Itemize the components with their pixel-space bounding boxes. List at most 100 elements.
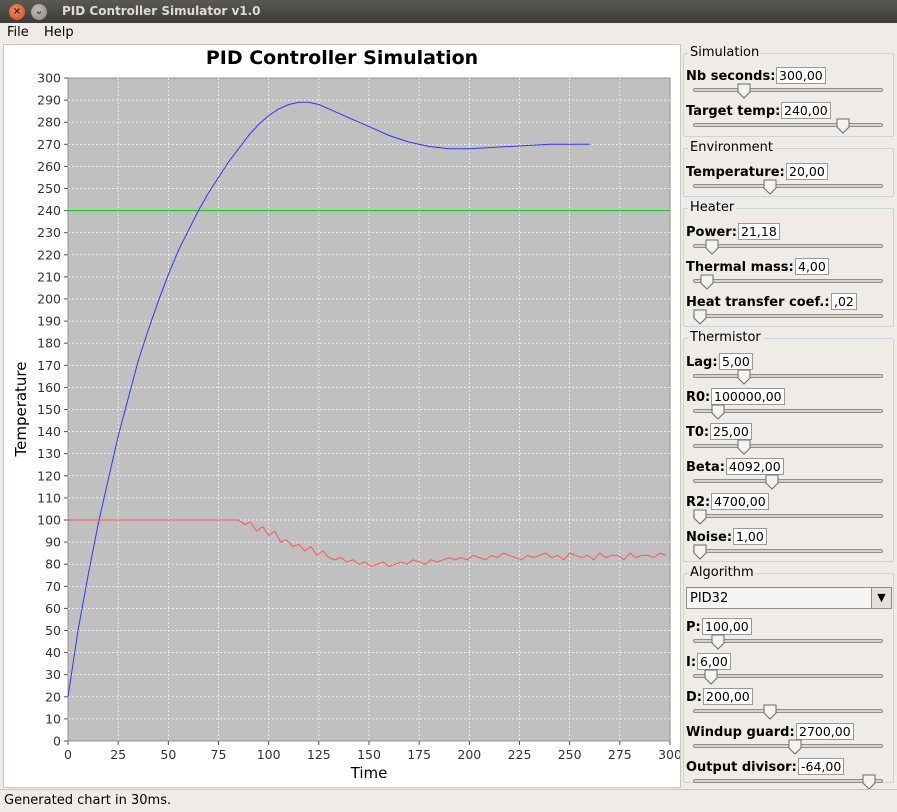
slider-track[interactable] xyxy=(693,123,883,127)
param-row: Thermal mass: 4,00 xyxy=(686,257,892,292)
slider-track[interactable] xyxy=(693,549,883,553)
param-value-field[interactable]: 4700,00 xyxy=(711,493,769,510)
param-value-field[interactable]: 4,00 xyxy=(795,258,829,275)
slider-thumb[interactable] xyxy=(737,369,751,385)
param-value-field[interactable]: 5,00 xyxy=(719,353,753,370)
y-tick-label: 270 xyxy=(37,137,61,152)
param-label: I: xyxy=(686,655,697,670)
param-label: Power: xyxy=(686,225,737,240)
slider-track[interactable] xyxy=(693,314,883,318)
x-tick-label: 175 xyxy=(407,747,431,762)
slider-track[interactable] xyxy=(693,444,883,448)
y-tick-label: 50 xyxy=(45,623,61,638)
slider-thumb[interactable] xyxy=(862,774,876,790)
param-row: Target temp: 240,00 xyxy=(686,101,892,136)
y-tick-label: 110 xyxy=(37,490,61,505)
slider-track[interactable] xyxy=(693,639,883,643)
slider-thumb[interactable] xyxy=(705,239,719,255)
y-tick-label: 0 xyxy=(53,734,61,749)
slider-track[interactable] xyxy=(693,184,883,188)
slider-track[interactable] xyxy=(693,514,883,518)
x-tick-label: 0 xyxy=(64,747,72,762)
slider-track[interactable] xyxy=(693,409,883,413)
close-icon[interactable]: × xyxy=(9,4,25,20)
slider-track[interactable] xyxy=(693,88,883,92)
param-label: Target temp: xyxy=(686,104,781,119)
param-row: R2: 4700,00 xyxy=(686,492,892,527)
slider-track[interactable] xyxy=(693,244,883,248)
chevron-down-icon[interactable]: ▼ xyxy=(871,588,891,608)
slider-track[interactable] xyxy=(693,674,883,678)
param-value-field[interactable]: 4092,00 xyxy=(726,458,784,475)
series-line xyxy=(68,519,667,567)
param-value-field[interactable]: ,02 xyxy=(831,293,857,310)
param-value-field[interactable]: 240,00 xyxy=(781,102,831,119)
slider-thumb[interactable] xyxy=(693,544,707,560)
y-tick-label: 10 xyxy=(45,711,61,726)
y-tick-label: 180 xyxy=(37,336,61,351)
slider-track[interactable] xyxy=(693,479,883,483)
chart-panel: PID Controller Simulation 0 25 50 75 100 125 1… xyxy=(3,44,681,788)
y-axis: 0 10 20 30 40 50 60 70 80 90 100 110 120 130 140 150 160… xyxy=(37,71,68,749)
param-value-field[interactable]: 300,00 xyxy=(776,67,826,84)
param-label: Noise: xyxy=(686,530,733,545)
param-value-field[interactable]: 2700,00 xyxy=(796,723,854,740)
param-value-field[interactable]: 21,18 xyxy=(738,223,780,240)
window-title: PID Controller Simulator v1.0 xyxy=(62,4,261,18)
menu-file[interactable]: File xyxy=(7,25,29,40)
y-tick-label: 250 xyxy=(37,181,61,196)
slider-thumb[interactable] xyxy=(763,704,777,720)
minimize-icon[interactable]: ⌄ xyxy=(31,4,47,20)
status-bar: Generated chart in 30ms. xyxy=(0,789,897,812)
param-row: R0: 100000,00 xyxy=(686,387,892,422)
slider-thumb[interactable] xyxy=(737,439,751,455)
slider-thumb[interactable] xyxy=(711,634,725,650)
y-tick-label: 140 xyxy=(37,424,61,439)
group-simulation: Simulation Nb seconds: 300,00 Target temp:… xyxy=(683,45,894,137)
x-tick-label: 50 xyxy=(160,747,176,762)
param-value-field[interactable]: 20,00 xyxy=(786,163,828,180)
param-value-field[interactable]: 100,00 xyxy=(702,618,752,635)
param-value-field[interactable]: 6,00 xyxy=(697,653,731,670)
slider-thumb[interactable] xyxy=(765,474,779,490)
slider-track[interactable] xyxy=(693,374,883,378)
slider-thumb[interactable] xyxy=(704,669,718,685)
group-environment: Environment Temperature: 20,00 xyxy=(683,140,894,197)
slider-thumb[interactable] xyxy=(711,404,725,420)
param-row: Output divisor: -64,00 xyxy=(686,757,892,792)
param-value-field[interactable]: 200,00 xyxy=(703,688,753,705)
param-row: Power: 21,18 xyxy=(686,222,892,257)
y-tick-label: 290 xyxy=(37,93,61,108)
slider-thumb[interactable] xyxy=(763,179,777,195)
y-tick-label: 230 xyxy=(37,225,61,240)
slider-thumb[interactable] xyxy=(737,83,751,99)
x-tick-label: 275 xyxy=(608,747,632,762)
param-value-field[interactable]: 25,00 xyxy=(710,423,752,440)
slider-thumb[interactable] xyxy=(693,509,707,525)
param-label: Temperature: xyxy=(686,165,785,180)
menu-help[interactable]: Help xyxy=(44,25,74,40)
slider-thumb[interactable] xyxy=(788,739,802,755)
y-tick-label: 200 xyxy=(37,292,61,307)
slider-thumb[interactable] xyxy=(693,309,707,325)
slider-track[interactable] xyxy=(693,744,883,748)
group-title: Environment xyxy=(688,140,776,155)
chart: PID Controller Simulation 0 25 50 75 100 125 1… xyxy=(12,47,680,782)
slider-thumb[interactable] xyxy=(836,118,850,134)
param-row: Windup guard: 2700,00 xyxy=(686,722,892,757)
param-row: T0: 25,00 xyxy=(686,422,892,457)
slider-track[interactable] xyxy=(693,279,883,283)
slider-track[interactable] xyxy=(693,779,883,783)
param-label: P: xyxy=(686,620,701,635)
param-label: Beta: xyxy=(686,460,725,475)
param-value-field[interactable]: 1,00 xyxy=(733,528,767,545)
algorithm-select[interactable]: PID32 ▼ xyxy=(686,587,892,609)
param-row: D: 200,00 xyxy=(686,687,892,722)
param-row: Heat transfer coef.: ,02 xyxy=(686,292,892,327)
x-tick-label: 200 xyxy=(457,747,481,762)
x-tick-label: 300 xyxy=(658,747,680,762)
slider-track[interactable] xyxy=(693,709,883,713)
slider-thumb[interactable] xyxy=(700,274,714,290)
param-value-field[interactable]: -64,00 xyxy=(798,758,845,775)
param-value-field[interactable]: 100000,00 xyxy=(711,388,785,405)
